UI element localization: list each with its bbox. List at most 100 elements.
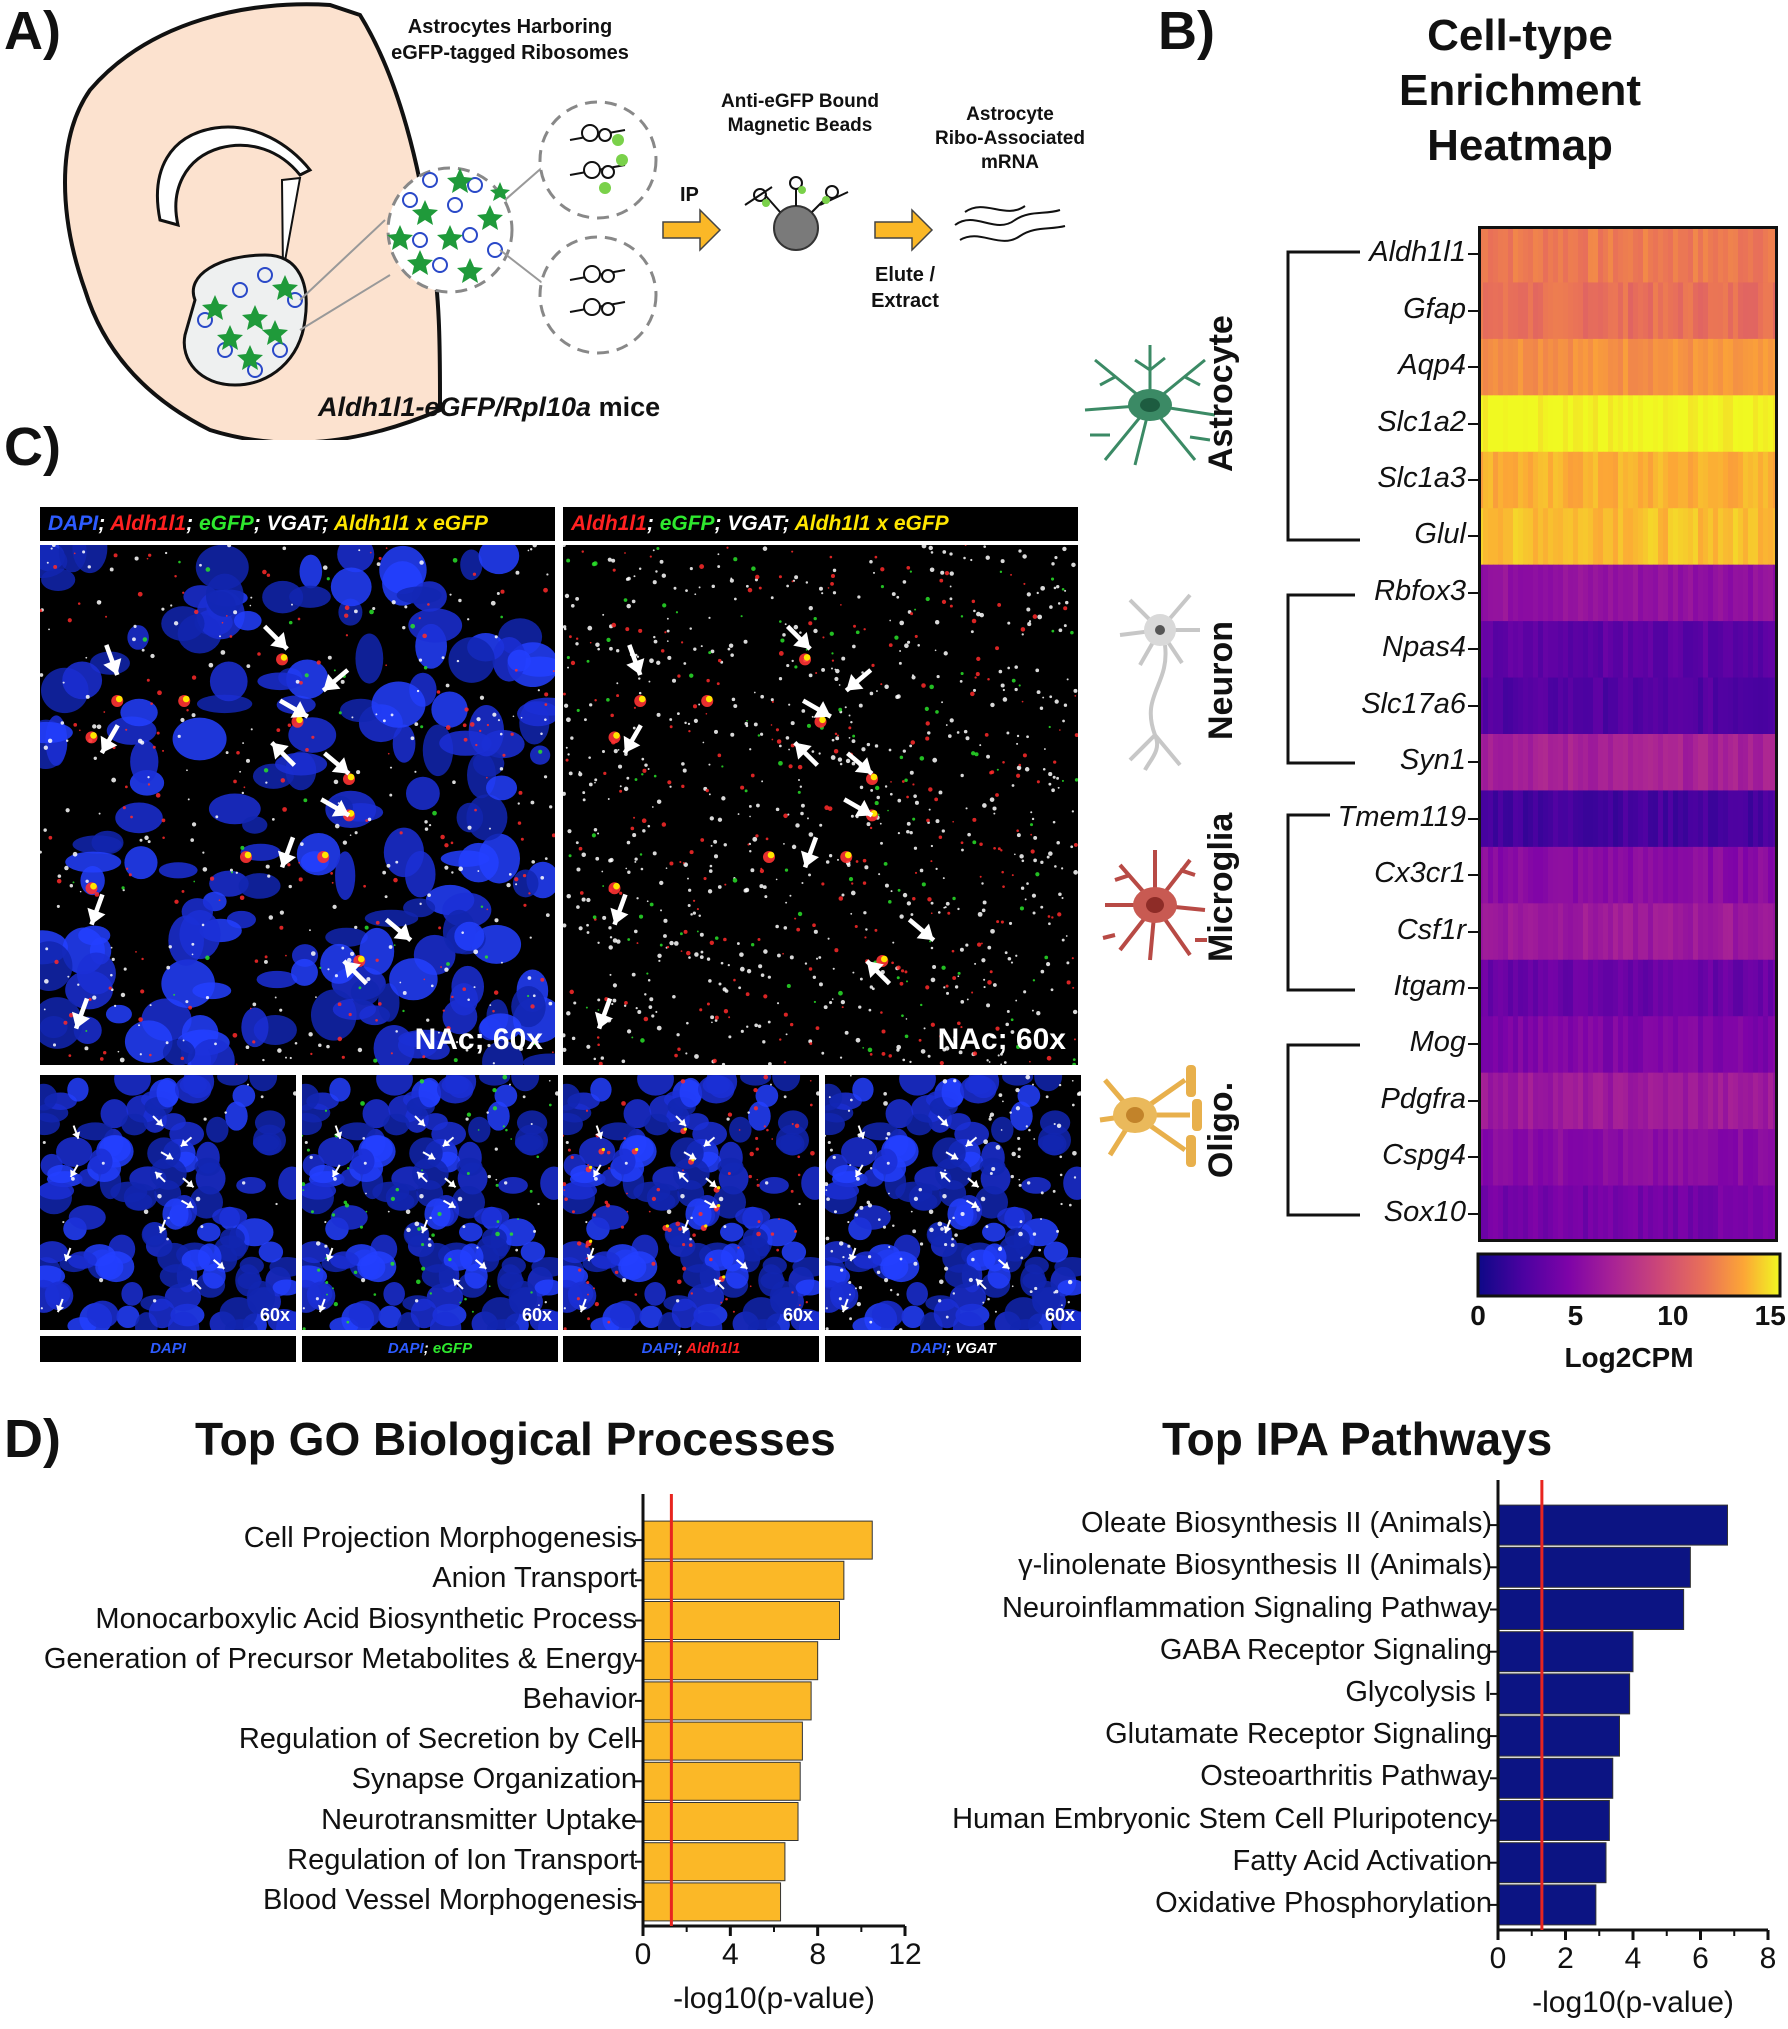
heatmap-cell bbox=[1638, 621, 1644, 679]
heatmap-cell bbox=[1703, 621, 1709, 679]
heatmap-cell bbox=[1758, 564, 1764, 622]
heatmap-cell bbox=[1673, 564, 1679, 622]
heatmap-cell bbox=[1698, 282, 1704, 340]
heatmap-cell bbox=[1768, 338, 1774, 396]
heatmap-cell bbox=[1513, 508, 1519, 566]
heatmap-cell bbox=[1533, 282, 1539, 340]
heatmap-cell bbox=[1483, 282, 1489, 340]
heatmap-cell bbox=[1503, 395, 1509, 453]
heatmap-cell bbox=[1748, 282, 1754, 340]
heatmap-cell bbox=[1658, 677, 1664, 735]
heatmap-cell bbox=[1733, 677, 1739, 735]
heatmap-cell bbox=[1633, 282, 1639, 340]
heatmap-cell bbox=[1728, 677, 1734, 735]
heatmap-cell bbox=[1733, 564, 1739, 622]
heatmap-cell bbox=[1493, 846, 1499, 904]
x-axis-label: -log10(p-value) bbox=[673, 1982, 875, 2015]
heatmap-cell bbox=[1643, 338, 1649, 396]
micrograph-dapi-aldh1l1: 60x bbox=[563, 1075, 819, 1330]
heatmap-cell bbox=[1663, 790, 1669, 848]
heatmap-cell bbox=[1568, 1072, 1574, 1130]
bar bbox=[1497, 1884, 1597, 1926]
heatmap-cell bbox=[1543, 1185, 1549, 1242]
heatmap-cell bbox=[1573, 564, 1579, 622]
heatmap-cell bbox=[1713, 1129, 1719, 1187]
micrograph-dapi-aldh1l1-tag: 60x bbox=[782, 1305, 813, 1325]
heatmap-cell bbox=[1628, 734, 1634, 792]
gene-tick bbox=[1468, 535, 1478, 538]
heatmap-cell bbox=[1703, 846, 1709, 904]
heatmap-cell bbox=[1763, 1129, 1769, 1187]
heatmap-cell bbox=[1643, 395, 1649, 453]
heatmap-cell bbox=[1563, 621, 1569, 679]
heatmap-cell bbox=[1558, 395, 1564, 453]
heatmap-cell bbox=[1668, 1016, 1674, 1074]
heatmap-cell bbox=[1723, 903, 1729, 961]
heatmap-cell bbox=[1548, 338, 1554, 396]
heatmap-cell bbox=[1488, 790, 1494, 848]
heatmap-cell bbox=[1738, 1129, 1744, 1187]
x-tick-label: 6 bbox=[1692, 1942, 1709, 1975]
gene-label-aqp4: Aqp4 bbox=[1398, 349, 1466, 382]
heatmap-cell bbox=[1653, 226, 1659, 284]
go-chart-title: Top GO Biological Processes bbox=[195, 1413, 836, 1465]
heatmap-cell bbox=[1623, 1129, 1629, 1187]
heatmap-cell bbox=[1628, 1185, 1634, 1242]
heatmap-cell bbox=[1678, 734, 1684, 792]
heatmap-cell bbox=[1658, 903, 1664, 961]
heatmap-cell bbox=[1553, 959, 1559, 1017]
heatmap-cell bbox=[1698, 1016, 1704, 1074]
heatmap-cell bbox=[1598, 903, 1604, 961]
heatmap-cell bbox=[1568, 903, 1574, 961]
heatmap-cell bbox=[1558, 1072, 1564, 1130]
heatmap-cell bbox=[1503, 846, 1509, 904]
heatmap-cell bbox=[1563, 564, 1569, 622]
heatmap-cell bbox=[1528, 790, 1534, 848]
heatmap-cell bbox=[1513, 1185, 1519, 1242]
gene-tick bbox=[1468, 648, 1478, 651]
heatmap-cell bbox=[1718, 1129, 1724, 1187]
heatmap-cell bbox=[1718, 1185, 1724, 1242]
heatmap-cell bbox=[1713, 282, 1719, 340]
heatmap-cell bbox=[1678, 846, 1684, 904]
heatmap-cell bbox=[1553, 226, 1559, 284]
heatmap-cell bbox=[1743, 1072, 1749, 1130]
heatmap-cell bbox=[1483, 226, 1489, 284]
heatmap-cell bbox=[1483, 508, 1489, 566]
heatmap-cell bbox=[1733, 1072, 1739, 1130]
heatmap-cell bbox=[1618, 1016, 1624, 1074]
heatmap-cell bbox=[1523, 1016, 1529, 1074]
heatmap-cell bbox=[1518, 1129, 1524, 1187]
heatmap-cell bbox=[1768, 677, 1774, 735]
heatmap-cell bbox=[1528, 677, 1534, 735]
heatmap-cell bbox=[1593, 677, 1599, 735]
heatmap-cell bbox=[1633, 846, 1639, 904]
heatmap-cell bbox=[1568, 621, 1574, 679]
heatmap-cell bbox=[1553, 734, 1559, 792]
heatmap-cell bbox=[1578, 1072, 1584, 1130]
heatmap-cell bbox=[1643, 790, 1649, 848]
heatmap-cell bbox=[1523, 677, 1529, 735]
heatmap-cell bbox=[1518, 1185, 1524, 1242]
heatmap-cell bbox=[1488, 226, 1494, 284]
heatmap-cell bbox=[1728, 508, 1734, 566]
heatmap-cell bbox=[1518, 1016, 1524, 1074]
heatmap-cell bbox=[1638, 338, 1644, 396]
heatmap-cell bbox=[1483, 621, 1489, 679]
heatmap-cell bbox=[1728, 790, 1734, 848]
heatmap-cell bbox=[1528, 621, 1534, 679]
heatmap-cell bbox=[1483, 1072, 1489, 1130]
heatmap-cell bbox=[1643, 621, 1649, 679]
heatmap-cell bbox=[1738, 1016, 1744, 1074]
heatmap-cell bbox=[1723, 282, 1729, 340]
heatmap-cell bbox=[1528, 1016, 1534, 1074]
x-tick-label: 2 bbox=[1557, 1942, 1574, 1975]
heatmap-cell bbox=[1643, 1016, 1649, 1074]
heatmap-cell bbox=[1523, 1185, 1529, 1242]
heatmap-cell bbox=[1553, 338, 1559, 396]
heatmap-cell bbox=[1738, 734, 1744, 792]
x-axis-label: -log10(p-value) bbox=[1532, 1986, 1734, 2019]
heatmap-cell bbox=[1758, 1016, 1764, 1074]
heatmap-cell bbox=[1623, 338, 1629, 396]
heatmap-cell bbox=[1718, 282, 1724, 340]
